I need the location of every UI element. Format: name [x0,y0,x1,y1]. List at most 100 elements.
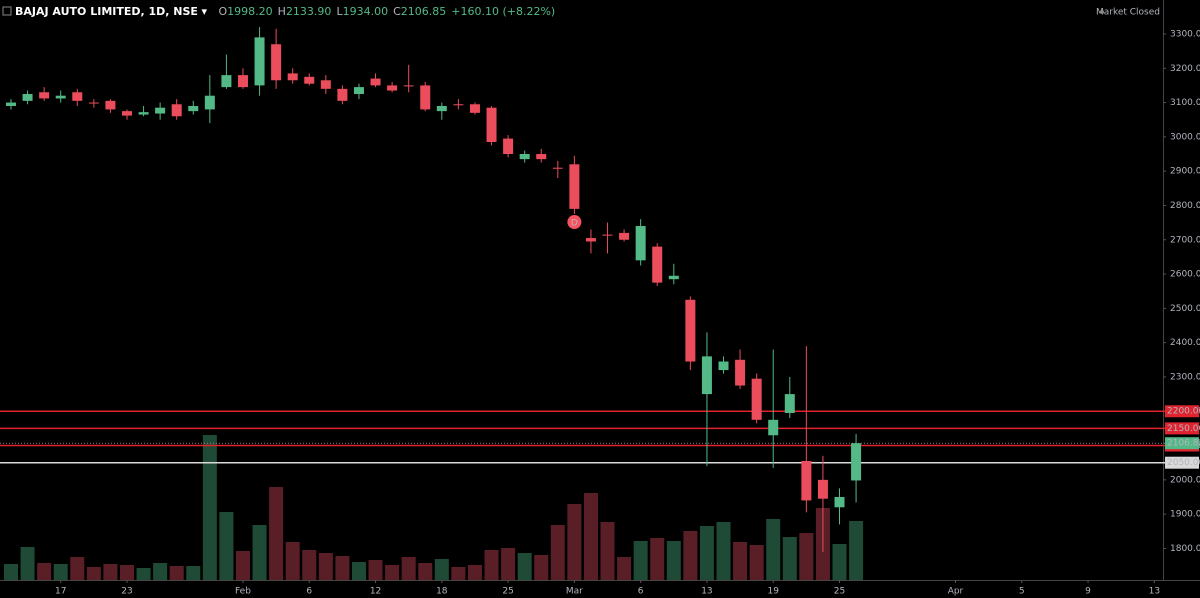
candle-body [304,76,315,84]
volume-bar [683,531,698,580]
y-tick-label: 2500.00 [1170,304,1200,314]
volume-bar [501,548,516,580]
candle-body [536,154,547,160]
candle-body [420,85,431,110]
y-tick-label: 2700.00 [1170,235,1200,245]
candle-body [88,102,99,104]
chart-title: BAJAJ AUTO LIMITED, 1D, NSE [15,5,198,18]
candle-body [221,75,232,88]
y-tick-label: 2900.00 [1170,167,1200,177]
status-dot [1100,10,1104,14]
candle-body [503,138,514,155]
chart-header: BAJAJ AUTO LIMITED, 1D, NSE ▾ O1998.20 H2… [15,5,555,18]
y-tick-label: 3200.00 [1170,64,1200,74]
candle-body [403,85,414,87]
volume-bar [169,566,184,580]
candle-body [6,102,16,106]
volume-bar [567,504,582,580]
volume-bar [136,568,151,580]
x-tick-label: 9 [1085,587,1091,597]
volume-bar [4,564,18,580]
candle-body [271,44,282,81]
dropdown-caret[interactable]: ▾ [201,5,207,18]
legend-value: 1934.00 [343,5,389,18]
volume-bar [186,566,201,580]
legend-value: 2106.85 [401,5,447,18]
y-tick-label: 3300.00 [1170,29,1200,39]
volume-bar [583,493,598,580]
volume-bar [451,567,466,580]
volume-bar [86,567,101,580]
x-tick-label: Feb [235,587,251,597]
volume-bar [103,564,118,580]
y-tick-label: 3000.00 [1170,132,1200,142]
legend-key: L [336,5,343,18]
volume-bar [633,541,648,580]
last-price-tag [1165,437,1199,450]
x-tick-label: Mar [566,587,583,597]
collapse-icon[interactable] [2,6,12,16]
x-tick-label: 12 [370,587,381,597]
level-label: 2050.00 [1167,458,1200,468]
candle-body [585,238,596,242]
candle-body [635,226,646,261]
candle-body [453,104,464,106]
volume-bar [368,560,383,580]
candle-body [784,394,795,413]
candle-body [552,167,563,169]
x-tick-label: 5 [1019,587,1025,597]
volume-bar [617,557,632,580]
volume-bar [550,525,565,580]
volume-bar [782,537,797,580]
candle-body [138,112,149,115]
candle-body [817,479,828,499]
candle-body [171,104,182,117]
x-tick-label: 6 [638,587,644,597]
x-tick-label: 17 [55,587,66,597]
candle-body [569,164,580,209]
volume-bar [666,541,681,580]
volume-bar [252,525,267,580]
event-marker [567,215,582,230]
volume-bar [285,542,300,580]
volume-bar [832,544,847,580]
y-tick-label: 2300.00 [1170,372,1200,382]
candle-body [701,356,712,395]
candle-body [436,105,447,112]
candle-body [519,154,530,160]
candle-body [834,496,845,508]
volume-bar [401,557,416,580]
y-tick-label: 1900.00 [1170,510,1200,520]
candle-body [237,75,248,88]
volume-bar [202,435,217,580]
x-tick-label: 18 [436,587,448,597]
candle-body [105,100,116,110]
candle-body [851,443,862,481]
level-label: 2200.00 [1167,407,1200,417]
volume-bar [302,550,317,580]
candle-body [486,107,497,142]
candle-body [735,359,746,386]
volume-bar [219,512,234,580]
volume-bar [766,519,781,580]
candle-body [188,105,199,112]
y-tick-label: 3100.00 [1170,98,1200,108]
x-tick-label: 13 [1149,587,1160,597]
volume-bar [467,565,482,580]
last-price-label: 2106.85 [1167,439,1200,449]
candle-body [155,107,166,114]
candle-body [72,92,83,101]
volume-bar [733,542,748,580]
event-marker-label: D [571,219,578,229]
x-tick-label: Apr [948,587,964,597]
legend-value: 1998.20 [227,5,273,18]
candle-body [22,93,33,101]
volume-bar [650,538,665,580]
level-tag [1165,422,1199,435]
volume-bar [385,565,400,580]
volume-bar [70,557,85,580]
volume-bar [849,521,864,580]
candle-body [287,73,298,81]
x-tick-label: 19 [767,587,779,597]
